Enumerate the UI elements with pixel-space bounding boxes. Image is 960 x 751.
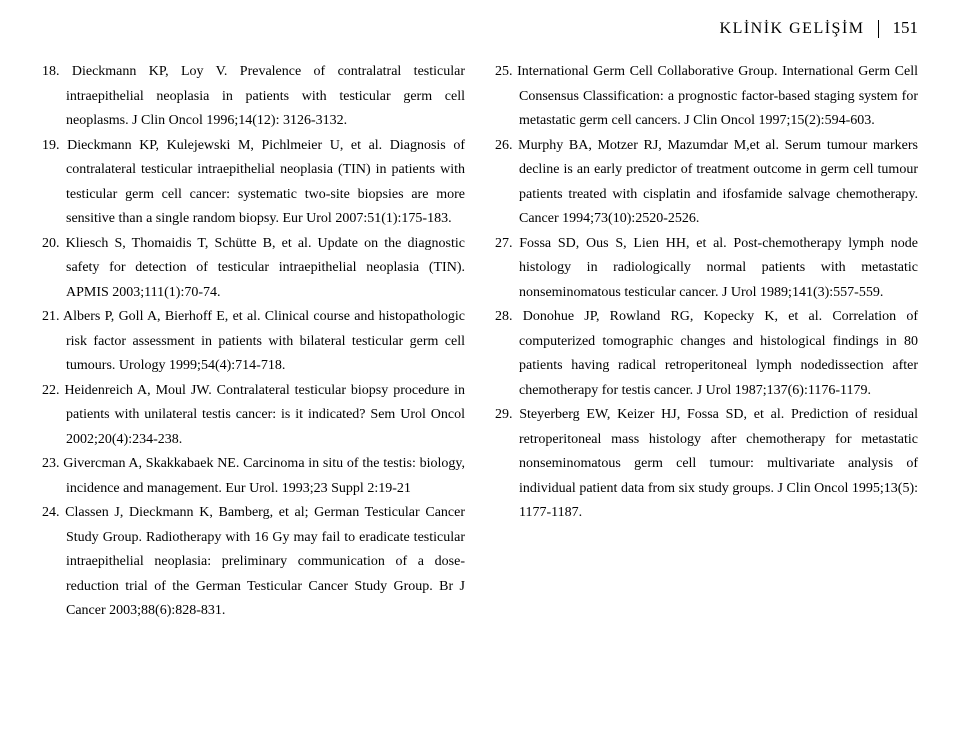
journal-title: KLİNİK GELİŞİM xyxy=(720,20,865,37)
reference-item: 21. Albers P, Goll A, Bierhoff E, et al.… xyxy=(42,305,465,379)
reference-item: 18. Dieckmann KP, Loy V. Prevalence of c… xyxy=(42,60,465,134)
reference-item: 23. Givercman A, Skakkabaek NE. Carcinom… xyxy=(42,452,465,501)
right-column: 25. International Germ Cell Collaborativ… xyxy=(495,60,918,624)
reference-item: 28. Donohue JP, Rowland RG, Kopecky K, e… xyxy=(495,305,918,403)
reference-item: 29. Steyerberg EW, Keizer HJ, Fossa SD, … xyxy=(495,403,918,526)
reference-item: 19. Dieckmann KP, Kulejewski M, Pichlmei… xyxy=(42,134,465,232)
reference-item: 26. Murphy BA, Motzer RJ, Mazumdar M,et … xyxy=(495,134,918,232)
page-number: 151 xyxy=(893,18,919,37)
reference-item: 25. International Germ Cell Collaborativ… xyxy=(495,60,918,134)
reference-item: 27. Fossa SD, Ous S, Lien HH, et al. Pos… xyxy=(495,232,918,306)
reference-item: 22. Heidenreich A, Moul JW. Contralatera… xyxy=(42,379,465,453)
reference-item: 20. Kliesch S, Thomaidis T, Schütte B, e… xyxy=(42,232,465,306)
reference-item: 24. Classen J, Dieckmann K, Bamberg, et … xyxy=(42,501,465,624)
header-divider xyxy=(878,20,879,38)
reference-columns: 18. Dieckmann KP, Loy V. Prevalence of c… xyxy=(42,60,918,624)
left-column: 18. Dieckmann KP, Loy V. Prevalence of c… xyxy=(42,60,465,624)
page-header: KLİNİK GELİŞİM 151 xyxy=(42,18,918,38)
